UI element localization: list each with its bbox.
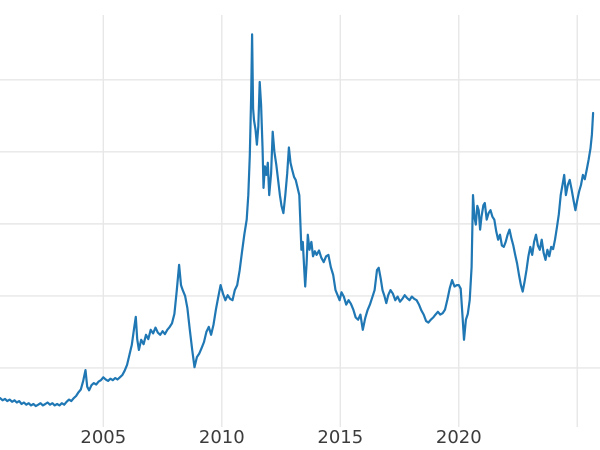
x-tick-label: 2015 xyxy=(317,427,363,448)
grid-layer xyxy=(0,15,600,427)
x-tick-label: 2005 xyxy=(80,427,126,448)
x-axis: 2005 2010 2015 2020 xyxy=(80,427,481,448)
series-layer xyxy=(0,33,595,408)
price-line xyxy=(0,33,595,408)
x-tick-label: 2020 xyxy=(436,427,482,448)
x-tick-label: 2010 xyxy=(199,427,245,448)
